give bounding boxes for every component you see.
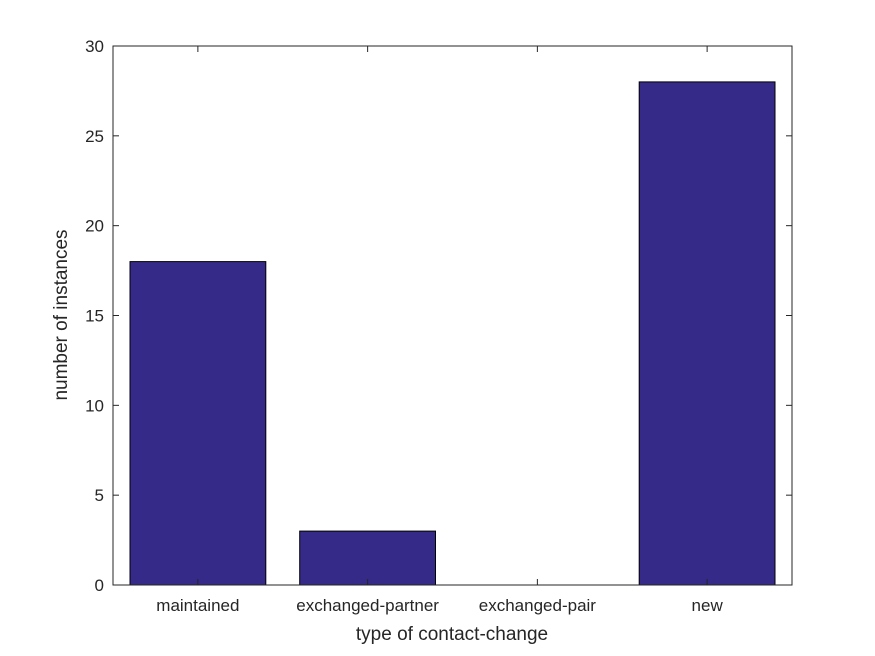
- y-tick-label: 15: [85, 307, 104, 326]
- y-axis-label: number of instances: [51, 229, 72, 401]
- x-tick-label: maintained: [156, 596, 239, 615]
- bar: [129, 261, 267, 586]
- x-tick-label: new: [692, 596, 724, 615]
- y-tick-label: 5: [95, 486, 104, 505]
- bar: [299, 530, 437, 586]
- y-tick-label: 30: [85, 37, 104, 56]
- y-tick-label: 20: [85, 217, 104, 236]
- y-tick-label: 25: [85, 127, 104, 146]
- x-tick-label: exchanged-pair: [479, 596, 597, 615]
- x-axis-label: type of contact-change: [355, 624, 549, 645]
- bar: [638, 81, 776, 586]
- y-tick-label: 10: [85, 396, 104, 415]
- x-tick-label: exchanged-partner: [296, 596, 439, 615]
- y-tick-label: 0: [95, 576, 104, 595]
